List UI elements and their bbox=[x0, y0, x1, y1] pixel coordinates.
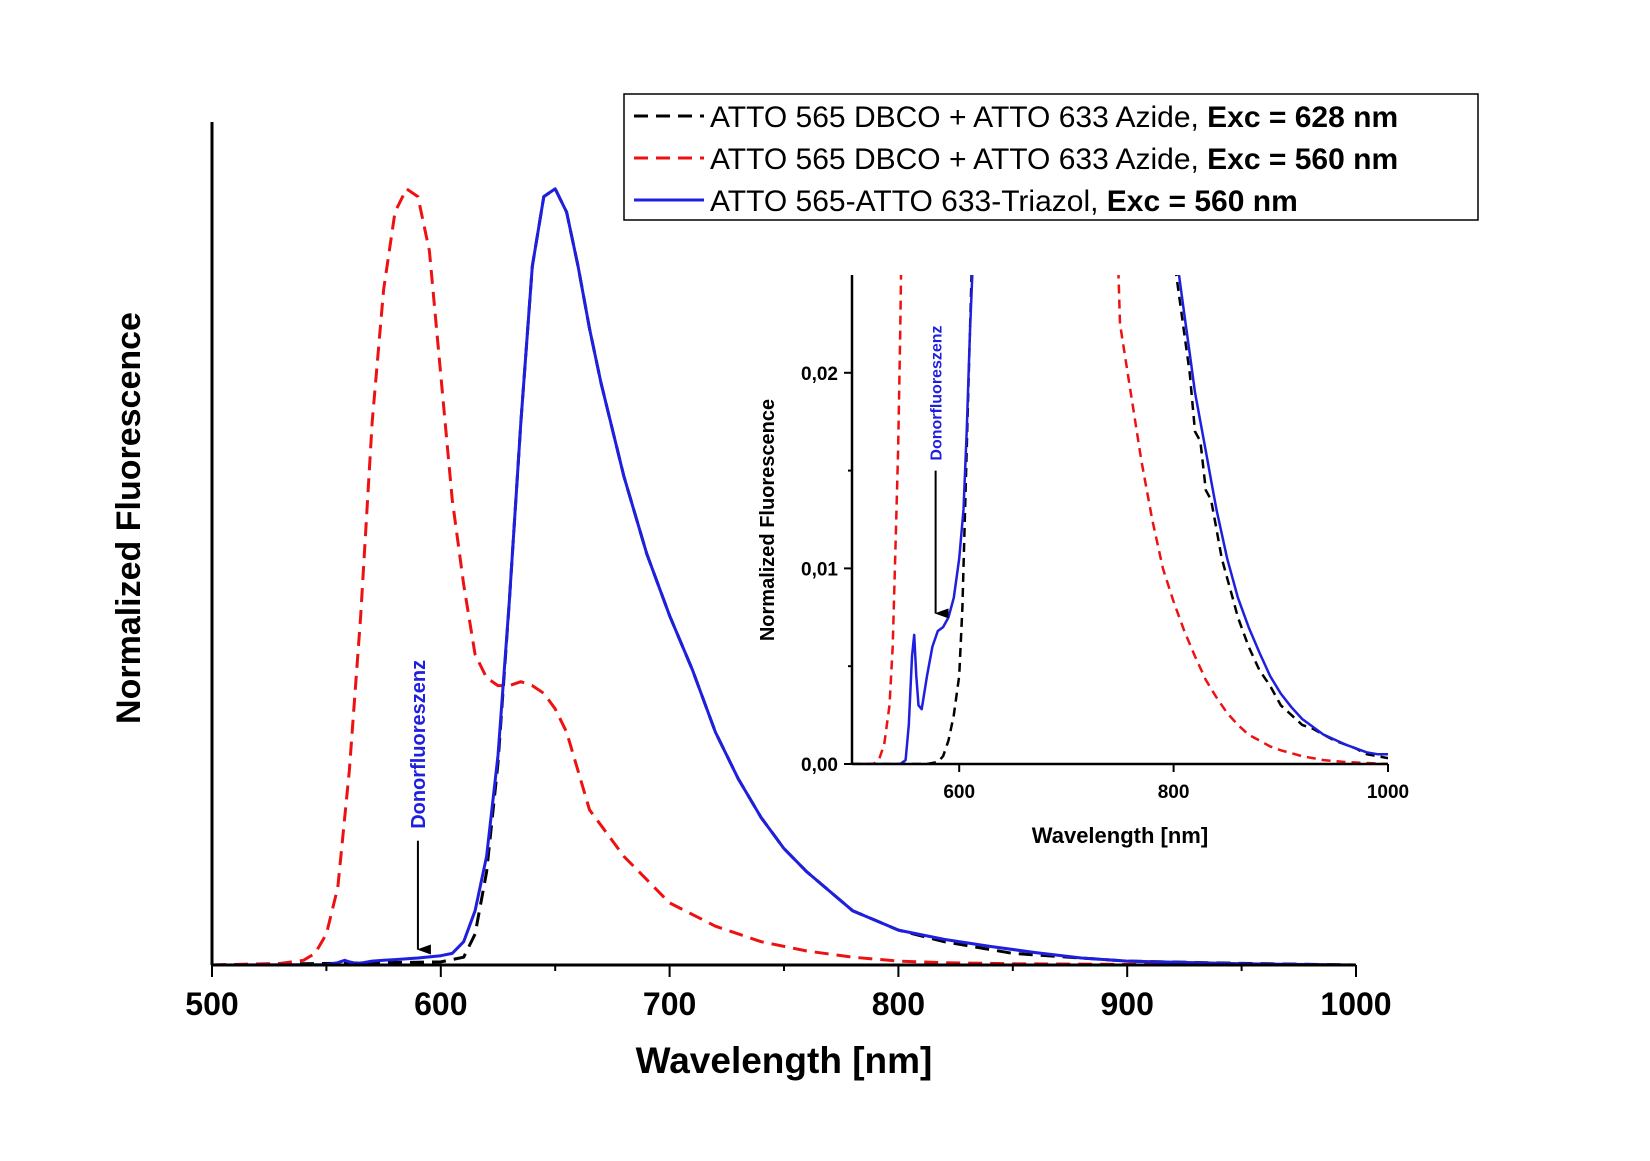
main-series-group bbox=[211, 187, 1357, 967]
main-x-tick-label-4: 900 bbox=[1101, 986, 1154, 1022]
inset-x-axis-title: Wavelength [nm] bbox=[1032, 823, 1208, 848]
inset-y-tick-label-1: 0,01 bbox=[801, 559, 838, 580]
legend-label-exc-2: Exc = 560 nm bbox=[1107, 185, 1298, 218]
main-x-ticks: 500 600 700 800 900 1000 bbox=[185, 965, 1392, 1022]
inset-x-tick-label-1: 800 bbox=[1158, 782, 1190, 803]
legend-label-2: ATTO 565-ATTO 633-Triazol, Exc = 560 nm bbox=[710, 185, 1298, 218]
inset-series-2 bbox=[852, 275, 1388, 764]
inset-annotation-label: Donorfluoreszenz bbox=[929, 325, 946, 460]
legend-label-name-2: ATTO 565-ATTO 633-Triazol, bbox=[710, 185, 1107, 218]
legend-label-1: ATTO 565 DBCO + ATTO 633 Azide, Exc = 56… bbox=[710, 143, 1398, 176]
inset-y-tick-label-2: 0,02 bbox=[801, 364, 838, 385]
inset-y-ticks: 0,00 0,01 0,02 bbox=[801, 364, 852, 776]
main-series-1 bbox=[211, 187, 1357, 967]
main-x-tick-label-1: 600 bbox=[414, 986, 467, 1022]
legend-label-exc-0: Exc = 628 nm bbox=[1207, 101, 1398, 134]
main-x-tick-label-0: 500 bbox=[185, 986, 238, 1022]
legend-label-exc-1: Exc = 560 nm bbox=[1207, 143, 1398, 176]
main-series-2 bbox=[211, 187, 1357, 967]
inset-y-tick-label-0: 0,00 bbox=[801, 755, 838, 776]
legend-items: ATTO 565 DBCO + ATTO 633 Azide, Exc = 62… bbox=[634, 101, 1398, 218]
main-y-axis-title: Normalized Fluorescence bbox=[110, 312, 148, 724]
inset-series-1 bbox=[852, 275, 1388, 764]
inset-y-axis-title: Normalized Fluorescence bbox=[757, 399, 779, 641]
inset-x-tick-label-0: 600 bbox=[943, 782, 975, 803]
inset-annotation: Donorfluoreszenz bbox=[929, 325, 949, 619]
inset-plot-area: 600 800 1000 0,000,010,02 Wavelength [nm] … bbox=[757, 275, 1409, 848]
legend-frame bbox=[623, 93, 1479, 221]
main-plot-area: 500 600 700 800 900 1000 Wavelength [nm] Norm… bbox=[110, 122, 1392, 1081]
main-x-axis-title: Wavelength [nm] bbox=[636, 1040, 933, 1081]
inset-x-tick-label-2: 1000 bbox=[1367, 782, 1409, 803]
legend-label-name-0: ATTO 565 DBCO + ATTO 633 Azide, bbox=[710, 101, 1207, 134]
main-x-tick-label-5: 1000 bbox=[1320, 986, 1391, 1022]
legend: ATTO 565 DBCO + ATTO 633 Azide, Exc = 62… bbox=[623, 93, 1479, 221]
main-x-tick-label-2: 700 bbox=[643, 986, 696, 1022]
main-x-tick-label-3: 800 bbox=[872, 986, 925, 1022]
legend-label-name-1: ATTO 565 DBCO + ATTO 633 Azide, bbox=[710, 143, 1207, 176]
inset-series-group bbox=[852, 275, 1388, 764]
inset-x-ticks: 600 800 1000 bbox=[943, 764, 1409, 803]
legend-label-0: ATTO 565 DBCO + ATTO 633 Azide, Exc = 62… bbox=[710, 101, 1398, 134]
main-annotation: Donorfluoreszenz bbox=[408, 660, 431, 955]
main-annotation-label: Donorfluoreszenz bbox=[408, 660, 430, 829]
